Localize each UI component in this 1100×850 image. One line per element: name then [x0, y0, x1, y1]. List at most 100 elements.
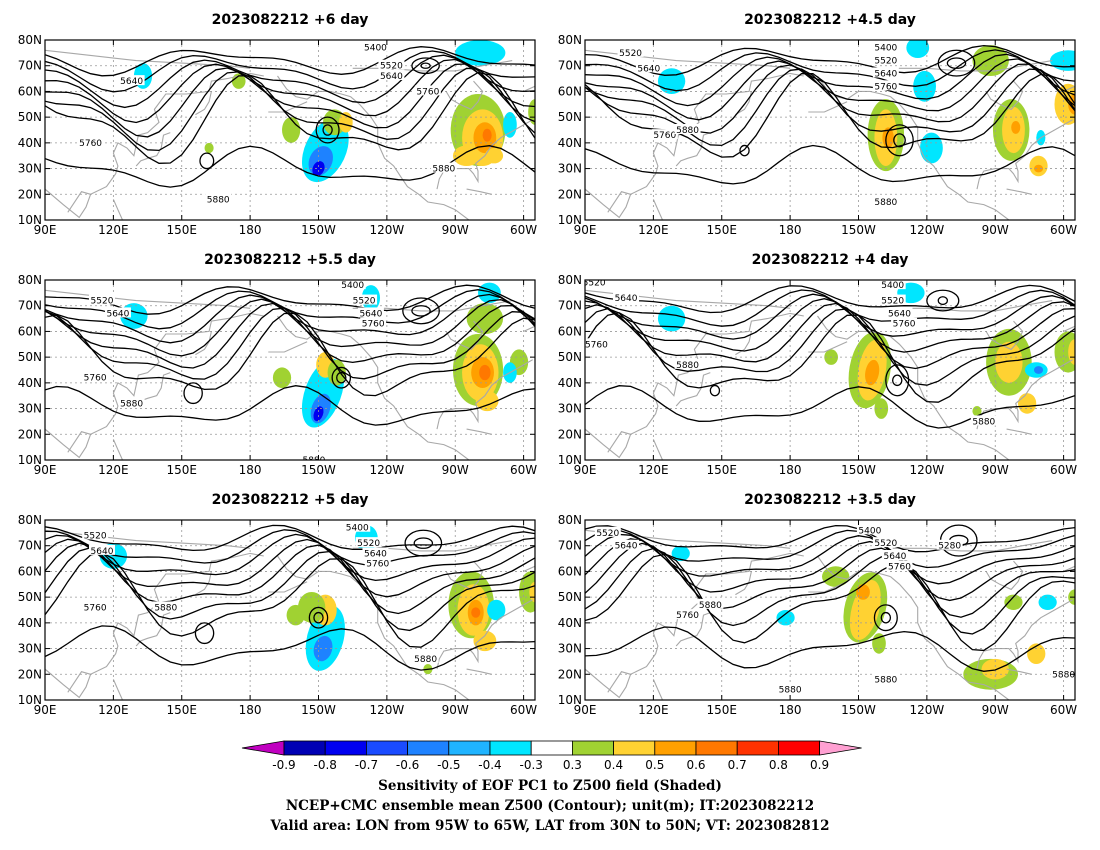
contour-label: 5880 — [972, 417, 995, 427]
lon-tick-label: 150E — [706, 223, 737, 237]
coastline — [45, 552, 264, 699]
sensitivity-shading — [657, 305, 686, 332]
sensitivity-shading — [452, 145, 481, 166]
colorbar-segment — [489, 740, 532, 756]
colorbar-over-arrow — [819, 740, 862, 756]
contour-label-bg — [355, 537, 382, 548]
contour-label-bg — [651, 129, 678, 140]
coastline — [652, 679, 664, 700]
sensitivity-shading — [1011, 121, 1021, 134]
lat-tick-label: 40N — [18, 376, 42, 390]
contour-label: 5400 — [346, 524, 369, 534]
contour-label: 5520 — [353, 297, 376, 307]
z500-contour — [585, 44, 1075, 76]
colorbar-segment — [736, 740, 779, 756]
colorbar-segment — [324, 740, 367, 756]
contour-label: 5640 — [91, 547, 114, 557]
lon-tick-label: 60W — [510, 223, 537, 237]
lon-tick-label: 90W — [982, 223, 1009, 237]
sensitivity-shading — [1038, 594, 1057, 610]
coastline — [436, 359, 533, 430]
contour-label: 5760 — [676, 611, 699, 621]
contour-label: 5760 — [366, 560, 389, 570]
lon-tick-label: 150E — [706, 463, 737, 477]
coastline — [445, 320, 484, 351]
z500-contour — [45, 385, 535, 426]
figure-caption: Sensitivity of EOF PC1 to Z500 field (Sh… — [270, 778, 830, 834]
lat-tick-label: 40N — [18, 616, 42, 630]
z500-contour — [585, 524, 1075, 553]
z500-contour — [45, 538, 535, 598]
colorbar-segment — [448, 740, 491, 756]
colorbar-label: -0.8 — [313, 758, 336, 772]
sensitivity-shading — [204, 142, 214, 154]
colorbar: -0.9 -0.8 -0.7 -0.6 -0.5 -0.4 -0.3 0.3 0.4 0.5 0.6… — [241, 740, 862, 772]
contour-label-bg — [378, 59, 405, 70]
z500-contour — [45, 542, 535, 615]
z500-contour — [45, 71, 535, 164]
lat-tick-label: 60N — [18, 564, 42, 578]
lat-tick-label: 40N — [558, 376, 582, 390]
colorbar-segment — [695, 740, 738, 756]
contour-label: 5880 — [676, 361, 699, 371]
contour-label: 5640 — [120, 77, 143, 87]
z500-contour — [585, 542, 1075, 618]
coastline — [1063, 292, 1075, 332]
contour-label: 5640 — [359, 309, 382, 319]
colorbar-label: 0.3 — [563, 758, 582, 772]
z500-contour — [585, 302, 1075, 370]
z500-contour-closed — [411, 57, 440, 75]
coastline — [45, 312, 264, 459]
contour-label-bg — [879, 280, 906, 290]
coastline — [735, 571, 752, 596]
lat-tick-label: 80N — [558, 273, 582, 287]
z500-contour-closed — [937, 296, 949, 306]
colorbar-segment — [778, 740, 821, 756]
coastline — [445, 560, 484, 591]
colorbar-label: -0.9 — [272, 758, 295, 772]
coastline — [892, 300, 1053, 312]
contour-label: 5520 — [357, 539, 380, 549]
colorbar-segment — [613, 740, 656, 756]
coastline — [45, 49, 251, 69]
lon-tick-label: 120E — [98, 463, 129, 477]
lon-tick-label: 60W — [1050, 223, 1077, 237]
contour-label-bg — [412, 652, 439, 663]
contour-label: 5520 — [91, 297, 114, 307]
panel-frame — [584, 279, 1076, 461]
coastline — [268, 341, 308, 353]
panel-title: 2023082212 +5.5 day — [204, 252, 376, 268]
sensitivity-shading — [312, 161, 325, 176]
coastline — [195, 91, 212, 116]
z500-contour-closed — [880, 611, 892, 624]
contour-label-bg — [152, 601, 179, 612]
contour-label-bg — [360, 317, 387, 328]
z500-contour — [45, 524, 535, 552]
contour-label-bg — [879, 294, 906, 305]
sensitivity-shading — [1033, 366, 1044, 374]
contour-label-bg — [82, 371, 109, 382]
contour-label: 5640 — [615, 294, 638, 304]
coastline — [45, 289, 251, 309]
coastline — [1063, 532, 1075, 572]
contour-label-bg — [585, 338, 610, 349]
contour-label: 5640 — [637, 64, 660, 74]
lat-tick-label: 50N — [558, 110, 582, 124]
z500-contour — [45, 307, 535, 380]
lat-tick-label: 80N — [18, 513, 42, 527]
contour-label-bg — [88, 294, 115, 305]
z500-contour — [45, 50, 535, 93]
map-panel: 2023082212 +6 day54005520564057605640576… — [18, 12, 538, 237]
z500-contour — [45, 289, 535, 330]
lat-tick-label: 10N — [558, 453, 582, 467]
coastline — [892, 60, 1053, 72]
lat-tick-label: 80N — [558, 33, 582, 47]
contour-label-bg — [936, 539, 963, 550]
lon-tick-label: 120W — [369, 463, 404, 477]
contour-label-bg — [77, 136, 104, 147]
caption-line-2: NCEP+CMC ensemble mean Z500 (Contour); u… — [286, 798, 814, 814]
contour-label: 5880 — [154, 603, 177, 613]
map-panel: 2023082212 +5.5 day552056405400552056405… — [18, 252, 538, 477]
lon-tick-label: 90E — [34, 223, 57, 237]
